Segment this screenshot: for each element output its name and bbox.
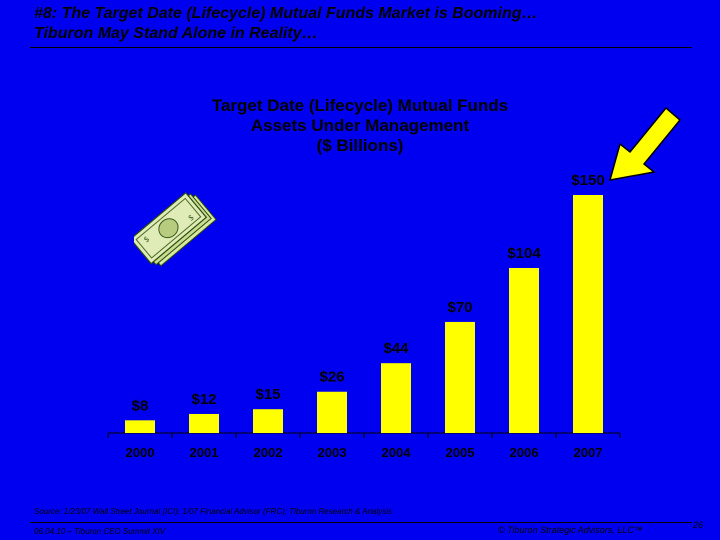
money-stack-icon: $ $ bbox=[134, 191, 217, 267]
x-tick-label-2000: 2000 bbox=[126, 445, 155, 460]
bar-2000 bbox=[125, 420, 155, 433]
slide-title-line-1: #8: The Target Date (Lifecycle) Mutual F… bbox=[34, 5, 538, 22]
slide-title-line-2: Tiburon May Stand Alone in Reality… bbox=[34, 25, 318, 42]
title-divider bbox=[30, 47, 692, 48]
x-tick-label-2001: 2001 bbox=[190, 445, 219, 460]
bar-2001 bbox=[189, 413, 219, 433]
bar-2007 bbox=[573, 195, 603, 433]
bar-2006 bbox=[509, 267, 539, 433]
footer-divider bbox=[30, 522, 692, 523]
svg-text:$: $ bbox=[142, 235, 151, 244]
data-label-2005: $70 bbox=[447, 299, 472, 316]
data-label-2004: $44 bbox=[383, 340, 409, 357]
data-label-2000: $8 bbox=[132, 397, 149, 414]
slide-title: #8: The Target Date (Lifecycle) Mutual F… bbox=[34, 4, 694, 44]
footer-copyright: © Tiburon Strategic Advisors, LLC™ bbox=[498, 525, 643, 535]
data-label-2003: $26 bbox=[319, 369, 344, 386]
data-label-2001: $12 bbox=[191, 391, 216, 408]
x-tick-label-2003: 2003 bbox=[318, 445, 347, 460]
page-number: 26 bbox=[693, 520, 704, 530]
chart-title: Target Date (Lifecycle) Mutual Funds Ass… bbox=[140, 96, 580, 156]
x-tick-label-2006: 2006 bbox=[510, 445, 539, 460]
x-tick-label-2007: 2007 bbox=[574, 445, 603, 460]
chart-title-line-3: ($ Billions) bbox=[316, 136, 404, 155]
yellow-arrow-icon bbox=[608, 106, 682, 181]
chart-title-line-1: Target Date (Lifecycle) Mutual Funds bbox=[211, 96, 509, 115]
bar-2005 bbox=[445, 321, 475, 433]
x-tick-label-2004: 2004 bbox=[382, 445, 412, 460]
x-tick-label-2002: 2002 bbox=[254, 445, 283, 460]
data-label-2002: $15 bbox=[255, 386, 280, 403]
source-note: Source: 1/23/07 Wall Street Journal (ICI… bbox=[34, 507, 392, 516]
bar-2003 bbox=[317, 391, 347, 433]
bar-2002 bbox=[253, 409, 283, 433]
svg-text:$: $ bbox=[187, 213, 196, 222]
data-label-2007: $150 bbox=[571, 172, 604, 189]
chart-title-line-2: Assets Under Management bbox=[250, 116, 470, 135]
footer-event: 06.04.10 – Tiburon CEO Summit XIV bbox=[34, 527, 166, 536]
data-label-2006: $104 bbox=[507, 245, 541, 262]
bar-2004 bbox=[381, 363, 411, 433]
x-tick-label-2005: 2005 bbox=[446, 445, 475, 460]
